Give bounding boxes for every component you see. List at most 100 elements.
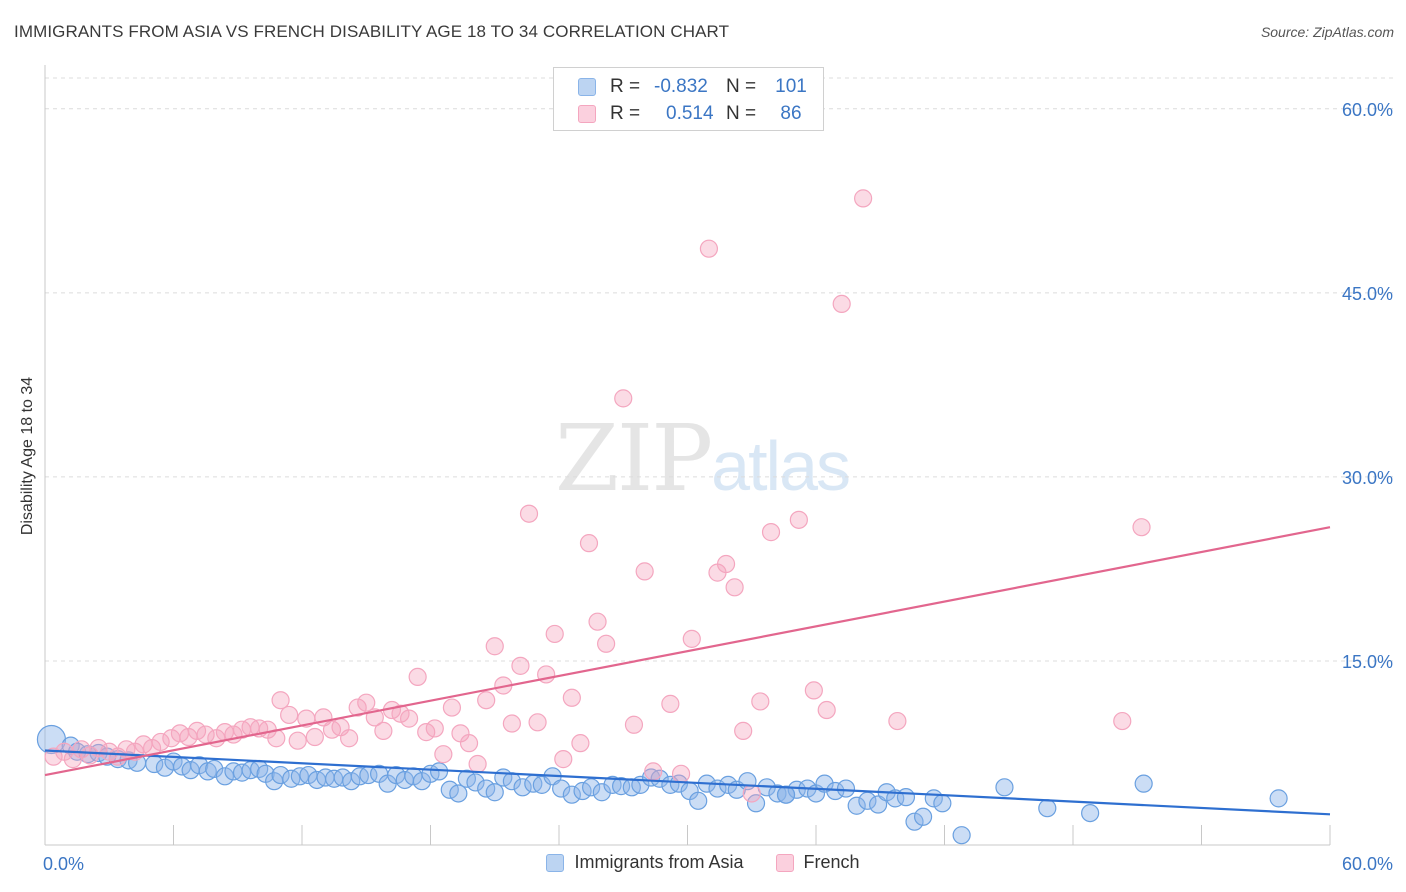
- asia-point: [952, 826, 971, 845]
- french-point: [502, 714, 521, 733]
- stats-row-french: R = 0.514 N = 86: [578, 101, 816, 127]
- french-point: [644, 762, 663, 781]
- french-point: [151, 732, 170, 752]
- french-point: [725, 578, 744, 597]
- french-point: [699, 239, 719, 258]
- french-point: [635, 562, 654, 581]
- n-label: N =: [726, 103, 757, 124]
- asia-point: [1081, 803, 1100, 823]
- french-point: [468, 754, 487, 774]
- french-point: [817, 700, 836, 720]
- asia-point: [933, 794, 952, 813]
- french-point: [511, 656, 530, 675]
- n-value: 86: [780, 103, 802, 124]
- legend-label-asia: Immigrants from Asia: [574, 852, 744, 872]
- french-point: [408, 667, 427, 687]
- asia-point: [562, 785, 581, 804]
- french-swatch: [578, 105, 596, 123]
- french-point: [348, 698, 367, 717]
- french-point: [442, 698, 462, 717]
- french-point: [614, 389, 633, 408]
- asia-point: [271, 765, 290, 785]
- series-legend: Immigrants from Asia French: [0, 852, 1406, 873]
- french-point: [742, 784, 761, 803]
- french-point: [734, 721, 753, 740]
- stats-row-asia: R = -0.832 N = 101: [578, 74, 816, 100]
- french-point: [399, 709, 419, 728]
- french-point: [485, 637, 504, 656]
- asia-point: [215, 767, 234, 786]
- asia-point: [896, 788, 916, 807]
- french-point: [597, 634, 616, 653]
- r-value: 0.514: [666, 103, 714, 124]
- french-point: [579, 534, 599, 553]
- asia-point: [905, 812, 924, 831]
- asia-point: [1134, 774, 1153, 793]
- french-point: [751, 692, 770, 711]
- asia-point: [1038, 799, 1057, 818]
- asia-trend-line: [44, 749, 1331, 816]
- asia-point: [995, 778, 1014, 797]
- n-value: 101: [775, 76, 807, 97]
- french-point: [357, 693, 376, 712]
- french-point: [545, 624, 564, 644]
- asia-point: [776, 785, 796, 804]
- legend-label-french: French: [803, 852, 860, 872]
- x-tick-label: 0.0%: [43, 854, 84, 874]
- asia-point: [449, 784, 468, 803]
- french-point: [832, 294, 851, 313]
- french-point: [1113, 711, 1132, 731]
- y-tick-label: 15.0%: [1342, 652, 1393, 672]
- french-point: [661, 694, 680, 713]
- x-tick-label: 60.0%: [1342, 854, 1393, 874]
- french-point: [588, 612, 607, 631]
- french-point: [288, 731, 307, 750]
- asia-point: [913, 807, 933, 826]
- french-point: [854, 189, 873, 208]
- french-point: [425, 719, 444, 738]
- french-point: [528, 713, 547, 732]
- french-point: [44, 747, 63, 766]
- r-value: -0.832: [654, 76, 708, 97]
- french-point: [280, 705, 299, 725]
- french-point: [434, 745, 453, 764]
- asia-point: [815, 774, 834, 793]
- french-point: [761, 523, 781, 542]
- legend-item-french[interactable]: French: [775, 852, 860, 873]
- n-label: N =: [726, 76, 757, 97]
- french-trend-line: [44, 526, 1331, 777]
- asia-point: [485, 783, 504, 802]
- r-label: R =: [610, 76, 641, 97]
- r-label: R =: [610, 103, 641, 124]
- french-point: [682, 629, 701, 648]
- legend-item-asia[interactable]: Immigrants from Asia: [546, 852, 744, 873]
- asia-point: [869, 795, 888, 814]
- french-point: [271, 691, 290, 710]
- asia-point: [836, 779, 856, 798]
- asia-point: [342, 772, 361, 791]
- french-point: [571, 734, 590, 753]
- y-tick-label: 45.0%: [1342, 284, 1393, 304]
- y-tick-label: 60.0%: [1342, 100, 1393, 120]
- asia-point: [592, 783, 611, 802]
- french-point: [554, 750, 573, 769]
- french-point: [340, 729, 359, 748]
- french-point: [888, 711, 907, 731]
- french-point: [374, 721, 393, 740]
- french-point: [519, 504, 539, 523]
- asia-point: [746, 794, 766, 813]
- asia-point: [582, 778, 601, 797]
- asia-point: [847, 796, 866, 815]
- asia-swatch: [578, 78, 596, 96]
- french-point: [789, 510, 808, 529]
- french-point: [716, 554, 736, 574]
- stats-legend: R = -0.832 N = 101 R = 0.514 N = 86: [553, 67, 824, 131]
- asia-point: [650, 769, 669, 788]
- asia-point: [513, 778, 532, 797]
- asia-point: [689, 791, 708, 810]
- french-point: [624, 715, 644, 734]
- french-point: [477, 691, 496, 710]
- asia-point: [1269, 789, 1288, 808]
- french-legend-swatch: [775, 853, 794, 872]
